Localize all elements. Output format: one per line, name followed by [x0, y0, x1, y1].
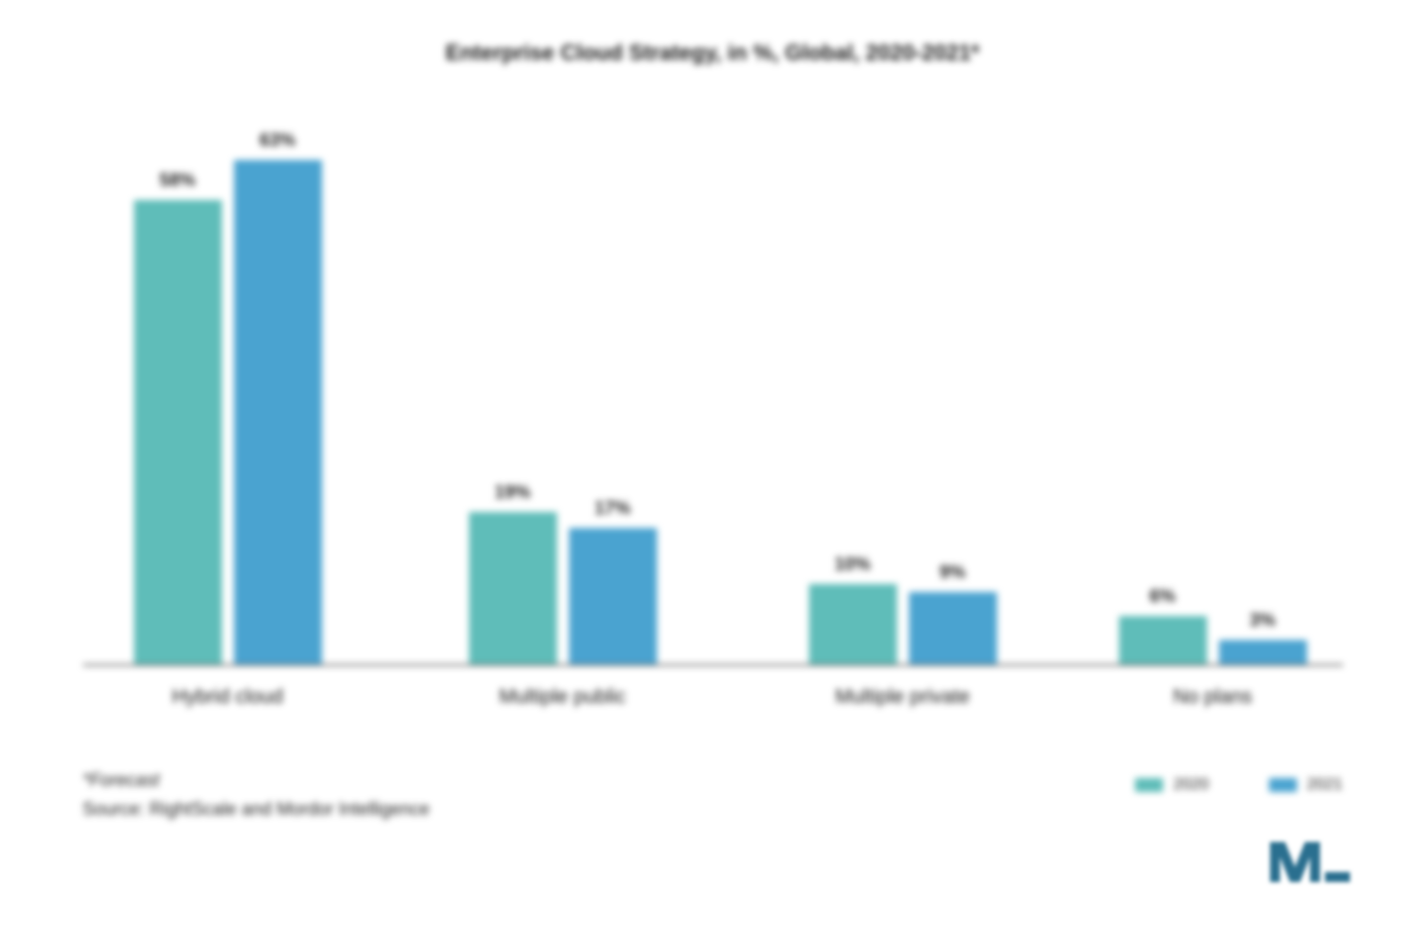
bar: 10%: [809, 584, 897, 664]
bar-value-label: 58%: [134, 170, 222, 191]
bar: 17%: [569, 528, 657, 664]
footer-area: *Forecast Source: RightScale and Mordor …: [83, 766, 1343, 824]
x-axis-label: Multiple private: [835, 686, 970, 709]
bar-rect: [809, 584, 897, 664]
bar-rect: [569, 528, 657, 664]
bar-rect: [909, 592, 997, 664]
bar-rect: [1219, 640, 1307, 664]
bar: 3%: [1219, 640, 1307, 664]
bar-value-label: 19%: [469, 482, 557, 503]
x-axis-label: No plans: [1173, 686, 1252, 709]
legend-item: 2020: [1135, 776, 1209, 794]
bar: 9%: [909, 592, 997, 664]
legend-label: 2020: [1173, 776, 1209, 794]
bar: 58%: [134, 200, 222, 664]
bar-value-label: 9%: [909, 562, 997, 583]
legend-swatch: [1269, 778, 1297, 792]
bar-rect: [469, 512, 557, 664]
chart-title: Enterprise Cloud Strategy, in %, Global,…: [60, 40, 1365, 66]
bar-value-label: 10%: [809, 554, 897, 575]
bar-value-label: 17%: [569, 498, 657, 519]
bar-group: 6% 3%: [1119, 616, 1307, 664]
x-axis-label: Multiple public: [499, 686, 626, 709]
forecast-note: *Forecast: [83, 766, 430, 795]
x-axis-label: Hybrid cloud: [172, 686, 283, 709]
chart-container: Enterprise Cloud Strategy, in %, Global,…: [60, 40, 1365, 912]
bar-rect: [1119, 616, 1207, 664]
bar-value-label: 3%: [1219, 610, 1307, 631]
legend-item: 2021: [1269, 776, 1343, 794]
source-block: *Forecast Source: RightScale and Mordor …: [83, 766, 430, 824]
bar-group: 10%9%: [809, 584, 997, 664]
bar: 6%: [1119, 616, 1207, 664]
source-text: Source: RightScale and Mordor Intelligen…: [83, 795, 430, 824]
bar-rect: [134, 200, 222, 664]
bar-group: 58%63%: [134, 160, 322, 664]
bar-value-label: 63%: [234, 130, 322, 151]
bar: 19%: [469, 512, 557, 664]
legend-swatch: [1135, 778, 1163, 792]
bar: 63%: [234, 160, 322, 664]
bar-group: 19%17%: [469, 512, 657, 664]
bar-rect: [234, 160, 322, 664]
brand-logo: [1265, 832, 1355, 892]
legend: 2020 2021: [1135, 776, 1342, 794]
legend-label: 2021: [1307, 776, 1343, 794]
bar-value-label: 6%: [1119, 586, 1207, 607]
x-axis-labels: Hybrid cloud Multiple public Multiple priv…: [83, 666, 1343, 726]
plot-area: 58%63%19%17%10%9%6%3%: [83, 106, 1343, 666]
